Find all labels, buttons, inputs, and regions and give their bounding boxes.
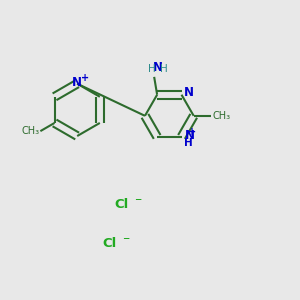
Text: H: H (148, 64, 156, 74)
Text: H: H (184, 139, 193, 148)
Text: Cl: Cl (102, 237, 117, 250)
Text: +: + (80, 74, 89, 83)
Text: +: + (188, 127, 196, 137)
Text: H: H (160, 64, 167, 74)
Text: CH₃: CH₃ (212, 111, 230, 121)
Text: ⁻: ⁻ (122, 234, 129, 248)
Text: N: N (184, 86, 194, 99)
Text: N: N (153, 61, 163, 74)
Text: N: N (72, 76, 82, 89)
Text: N: N (184, 129, 194, 142)
Text: CH₃: CH₃ (21, 126, 39, 136)
Text: Cl: Cl (114, 199, 129, 212)
Text: ⁻: ⁻ (134, 195, 141, 209)
